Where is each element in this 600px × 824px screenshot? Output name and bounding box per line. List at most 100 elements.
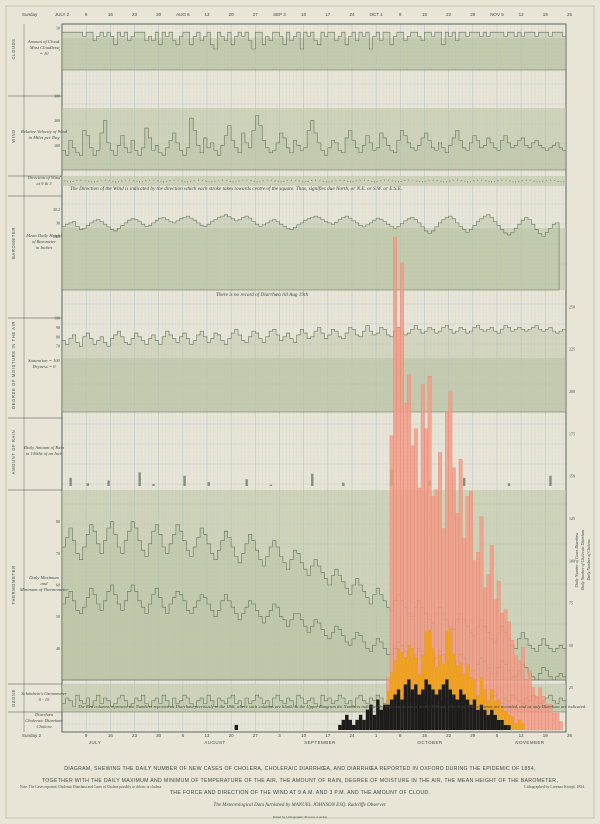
wind-direction-mark bbox=[93, 180, 96, 183]
cholera-bar bbox=[376, 699, 380, 730]
diarrhoea-bar bbox=[507, 621, 511, 715]
section-name: BAROMETER bbox=[11, 227, 16, 259]
section-caption: Schönbein's Ozonometer bbox=[21, 691, 67, 696]
wind-direction-mark bbox=[436, 179, 438, 182]
cholera-bar bbox=[465, 699, 470, 730]
sheet-border bbox=[5, 5, 595, 819]
diarrhoea-bar bbox=[451, 467, 456, 654]
wind-direction-mark bbox=[169, 180, 171, 182]
wind-direction-mark bbox=[376, 180, 379, 183]
rain-bar bbox=[311, 473, 314, 486]
y-tick-label: 50 bbox=[569, 643, 573, 648]
choleraic-diarrhoea-bar bbox=[400, 652, 404, 700]
wind-direction-mark bbox=[346, 180, 349, 182]
top-axis-tick-label: 9 bbox=[85, 12, 88, 17]
wind-direction-mark bbox=[383, 179, 386, 182]
diarrhoea-bar bbox=[396, 327, 401, 649]
diarrhoea-bar bbox=[462, 538, 467, 675]
wind-direction-mark bbox=[325, 180, 327, 183]
diarrhoea-bar bbox=[424, 428, 429, 632]
wind-direction-mark bbox=[536, 180, 538, 183]
wind-direction-mark bbox=[460, 180, 463, 182]
cholera-bar bbox=[507, 724, 511, 730]
wind-direction-mark bbox=[335, 179, 337, 182]
section-caption: Mean Daily Height bbox=[25, 233, 62, 238]
diarrhoea-bar bbox=[417, 487, 422, 675]
section-name: OZONE bbox=[11, 689, 16, 707]
choleraic-diarrhoea-bar bbox=[469, 677, 473, 705]
diarrhoea-bar bbox=[441, 528, 446, 665]
title-line-2: TOGETHER WITH THE DAILY MAXIMUM AND MINI… bbox=[42, 778, 558, 784]
wind-direction-mark bbox=[229, 180, 231, 182]
top-axis-tick-label: 15 bbox=[422, 12, 428, 17]
bottom-axis-tick-label: 1 bbox=[375, 733, 378, 738]
section-caption: of Barometer bbox=[32, 239, 56, 244]
choleraic-diarrhoea-bar bbox=[438, 655, 442, 690]
section-caption: Daily Amount of Rain bbox=[23, 445, 65, 450]
month-label: SEPTEMBER bbox=[304, 740, 336, 745]
section-caption: = 10 bbox=[40, 51, 50, 56]
cholera-bar bbox=[448, 689, 453, 730]
barometer-note: There is no record of Diarrhœa till Aug … bbox=[216, 291, 308, 298]
wind-direction-mark bbox=[403, 180, 406, 182]
section-caption: in 100ths of an Inch bbox=[26, 451, 63, 456]
wind-direction-mark bbox=[319, 179, 321, 182]
bottom-axis-tick-label: 26 bbox=[567, 733, 573, 738]
y-tick-label: 200 bbox=[569, 389, 575, 394]
cholera-bar bbox=[476, 709, 480, 730]
wind-direction-mark bbox=[352, 180, 354, 183]
y-tick-label: 30 bbox=[56, 220, 60, 225]
cholera-bar bbox=[396, 689, 401, 730]
section-caption: Relative Velocity of Wind bbox=[20, 129, 68, 134]
section-caption: Most Cloudless bbox=[29, 45, 59, 50]
diarrhoea-bar bbox=[483, 587, 487, 690]
section-caption: Amount of Cloud. bbox=[27, 39, 61, 44]
section-name: CLOUDS bbox=[11, 38, 16, 59]
choleraic-diarrhoea-bar bbox=[421, 655, 425, 690]
diarrhoea-bar bbox=[541, 696, 546, 731]
y-tick-label: 250 bbox=[569, 304, 575, 309]
cholera-bar bbox=[403, 684, 408, 730]
bottom-axis-tick-label: 16 bbox=[108, 733, 114, 738]
choleraic-diarrhoea-bar bbox=[514, 723, 518, 730]
y-tick-label: 175 bbox=[569, 431, 575, 436]
top-axis-tick-label: 17 bbox=[325, 12, 331, 17]
top-axis-tick-label: 16 bbox=[108, 12, 114, 17]
section-caption: Direction of Wind bbox=[27, 175, 61, 180]
top-axis-tick-label: OCT 1 bbox=[370, 12, 384, 17]
top-axis-tick-label: 8 bbox=[399, 12, 402, 17]
bottom-axis-tick-label: 15 bbox=[422, 733, 428, 738]
wind-direction-mark bbox=[521, 180, 523, 182]
section-caption: and bbox=[41, 581, 49, 586]
wind-direction-mark bbox=[141, 180, 144, 183]
wind-direction-mark bbox=[359, 179, 361, 182]
choleraic-diarrhoea-bar bbox=[386, 691, 390, 705]
bottom-axis-prefix: Sunday 2 bbox=[22, 733, 42, 738]
wind-direction-mark bbox=[160, 180, 162, 183]
top-axis-tick-label: SEP 3 bbox=[273, 12, 286, 17]
cholera-bar bbox=[348, 719, 352, 730]
choleraic-diarrhoea-bar bbox=[427, 630, 432, 685]
diarrhoea-bar bbox=[445, 411, 449, 632]
left-panel: CLOUDS Amount of Cloud.Most Cloudless= 10… bbox=[8, 24, 68, 732]
wind-direction-mark bbox=[242, 179, 244, 182]
cholera-bar bbox=[424, 679, 428, 730]
choleraic-diarrhoea-bar bbox=[407, 645, 411, 680]
wind-direction-mark bbox=[225, 180, 228, 182]
wind-direction-mark bbox=[388, 179, 390, 182]
wind-direction-mark bbox=[452, 179, 454, 182]
section-caption: Choleraic Diarrhœa bbox=[25, 718, 63, 723]
rain-bar bbox=[86, 483, 90, 486]
wind-direction-mark bbox=[266, 179, 268, 182]
rain-bar bbox=[107, 480, 110, 486]
right-axis-label: Daily Number of Choleraic Diarrhœa bbox=[580, 530, 585, 592]
cholera-bar bbox=[486, 714, 491, 730]
top-axis-tick-label: 12 bbox=[519, 12, 525, 17]
wind-direction-mark bbox=[165, 180, 168, 183]
diarrhoea-bar bbox=[400, 262, 404, 653]
wind-direction-mark bbox=[517, 180, 520, 182]
wind-direction-mark bbox=[253, 180, 256, 183]
choleraic-diarrhoea-bar bbox=[396, 648, 401, 690]
cholera-bar bbox=[490, 709, 494, 730]
